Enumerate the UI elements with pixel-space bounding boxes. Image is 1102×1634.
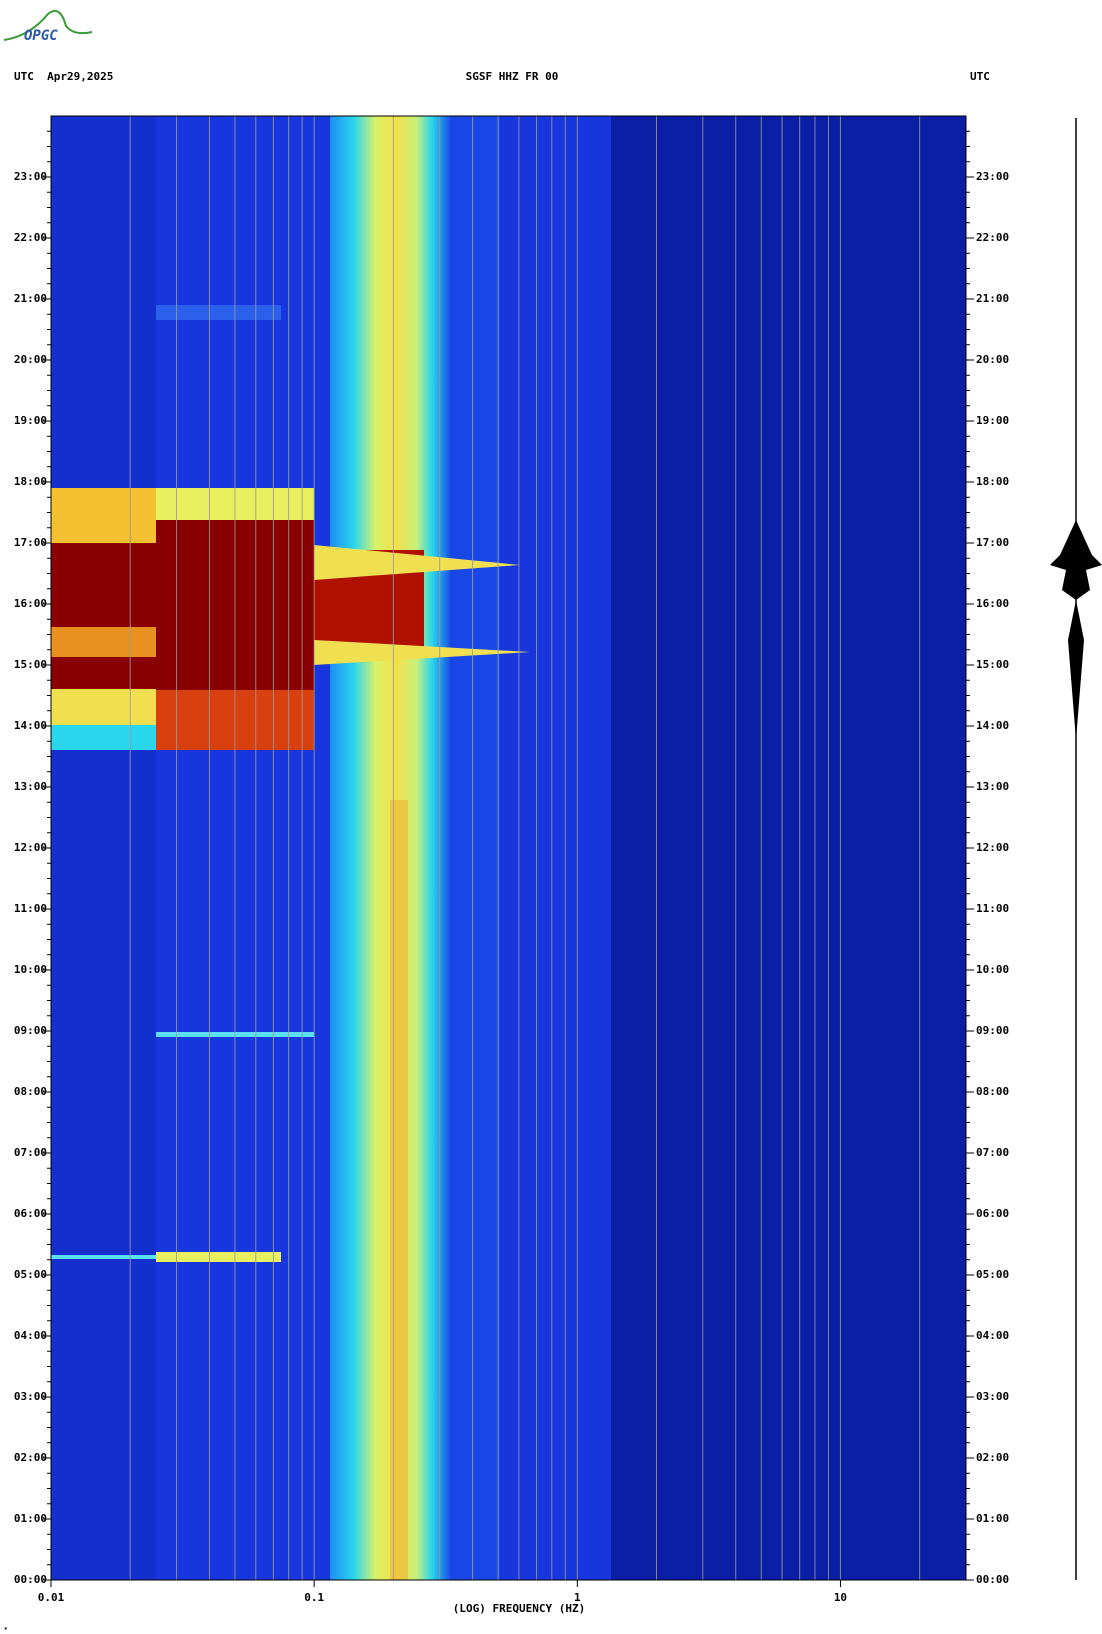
footnote-mark: *: [4, 1627, 8, 1634]
y-tick-label: 20:00: [14, 353, 47, 366]
y-tick-label: 11:00: [976, 902, 1009, 915]
y-tick-label: 19:00: [976, 414, 1009, 427]
y-tick-label: 16:00: [14, 597, 47, 610]
y-tick-label: 03:00: [14, 1390, 47, 1403]
y-tick-label: 11:00: [14, 902, 47, 915]
y-tick-label: 12:00: [14, 841, 47, 854]
y-tick-label: 04:00: [976, 1329, 1009, 1342]
y-tick-label: 18:00: [976, 475, 1009, 488]
y-tick-label: 13:00: [976, 780, 1009, 793]
logo: OPGC: [3, 10, 93, 44]
x-tick-label: 0.01: [38, 1591, 65, 1604]
y-tick-label: 23:00: [976, 170, 1009, 183]
chart-title: SGSF HHZ FR 00: [466, 70, 559, 83]
logo-text: OPGC: [24, 28, 58, 44]
x-tick-label: 0.1: [304, 1591, 324, 1604]
spectrogram: [51, 116, 966, 1580]
y-tick-label: 21:00: [976, 292, 1009, 305]
y-tick-label: 16:00: [976, 597, 1009, 610]
y-tick-label: 06:00: [976, 1207, 1009, 1220]
y-tick-label: 21:00: [14, 292, 47, 305]
y-tick-label: 05:00: [14, 1268, 47, 1281]
y-tick-label: 18:00: [14, 475, 47, 488]
y-tick-label: 01:00: [976, 1512, 1009, 1525]
grid: [50, 116, 921, 1580]
y-tick-label: 03:00: [976, 1390, 1009, 1403]
y-tick-label: 13:00: [14, 780, 47, 793]
y-tick-label: 19:00: [14, 414, 47, 427]
y-tick-label: 02:00: [14, 1451, 47, 1464]
x-tick-label: 1: [574, 1591, 581, 1604]
y-tick-label: 05:00: [976, 1268, 1009, 1281]
y-tick-label: 08:00: [976, 1085, 1009, 1098]
y-tick-label: 14:00: [14, 719, 47, 732]
seismogram: [1050, 118, 1102, 1580]
y-tick-label: 09:00: [14, 1024, 47, 1037]
y-tick-label: 07:00: [976, 1146, 1009, 1159]
y-tick-label: 06:00: [14, 1207, 47, 1220]
y-tick-label: 14:00: [976, 719, 1009, 732]
y-tick-label: 00:00: [14, 1573, 47, 1586]
y-tick-label: 10:00: [14, 963, 47, 976]
y-tick-label: 23:00: [14, 170, 47, 183]
y-tick-label: 10:00: [976, 963, 1009, 976]
y-tick-label: 00:00: [976, 1573, 1009, 1586]
y-tick-label: 08:00: [14, 1085, 47, 1098]
y-tick-label: 12:00: [976, 841, 1009, 854]
x-axis-label: (LOG) FREQUENCY (HZ): [453, 1602, 585, 1615]
y-tick-label: 02:00: [976, 1451, 1009, 1464]
header-right: UTC: [970, 70, 990, 83]
y-tick-label: 15:00: [14, 658, 47, 671]
y-tick-label: 04:00: [14, 1329, 47, 1342]
y-tick-label: 17:00: [976, 536, 1009, 549]
y-tick-label: 17:00: [14, 536, 47, 549]
y-tick-label: 01:00: [14, 1512, 47, 1525]
x-tick-label: 10: [834, 1591, 847, 1604]
y-tick-label: 09:00: [976, 1024, 1009, 1037]
header-left: UTC Apr29,2025: [14, 70, 113, 83]
y-tick-label: 20:00: [976, 353, 1009, 366]
y-tick-label: 22:00: [14, 231, 47, 244]
y-tick-label: 07:00: [14, 1146, 47, 1159]
y-tick-label: 22:00: [976, 231, 1009, 244]
y-tick-label: 15:00: [976, 658, 1009, 671]
